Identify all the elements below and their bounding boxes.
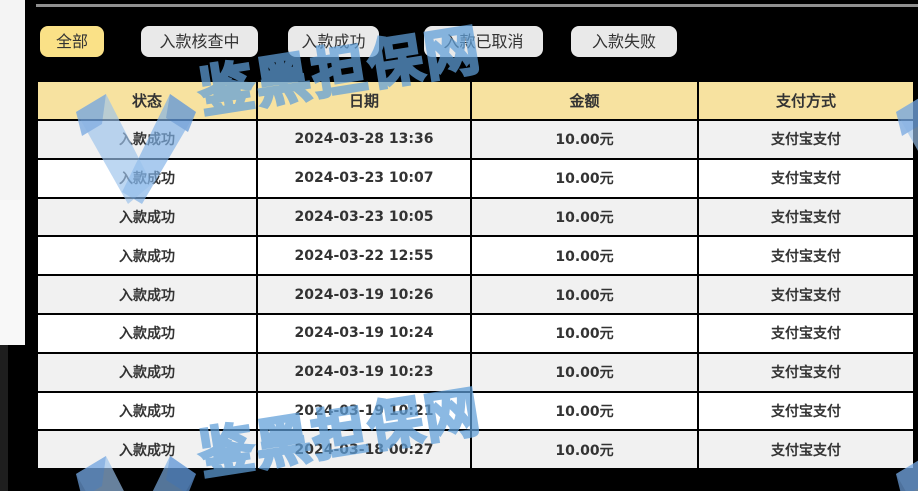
tab-success[interactable]: 入款成功 [288, 26, 379, 57]
cell-method: 支付宝支付 [697, 429, 915, 471]
cell-date: 2024-03-23 10:07 [256, 157, 472, 199]
cell-amount: 10.00元 [470, 196, 699, 238]
cell-status: 入款成功 [36, 235, 258, 277]
tab-all[interactable]: 全部 [40, 26, 104, 57]
background-window-edge [0, 0, 25, 345]
cell-method: 支付宝支付 [697, 235, 915, 277]
table-row: 入款成功 2024-03-19 10:21 10.00元 支付宝支付 [36, 390, 915, 432]
cell-date: 2024-03-19 10:24 [256, 312, 472, 354]
cell-method: 支付宝支付 [697, 390, 915, 432]
cell-date: 2024-03-23 10:05 [256, 196, 472, 238]
table-row: 入款成功 2024-03-23 10:05 10.00元 支付宝支付 [36, 196, 915, 238]
column-header: 金额 [470, 80, 699, 121]
table-row: 入款成功 2024-03-28 13:36 10.00元 支付宝支付 [36, 119, 915, 160]
table-header: 状态 日期 金额 支付方式 [36, 80, 915, 121]
cell-date: 2024-03-19 10:23 [256, 351, 472, 393]
background-left-sliver [0, 345, 8, 491]
cell-method: 支付宝支付 [697, 274, 915, 315]
table-row: 入款成功 2024-03-18 00:27 10.00元 支付宝支付 [36, 429, 915, 471]
tab-failed[interactable]: 入款失败 [571, 26, 677, 57]
top-divider-line [36, 4, 918, 7]
cell-date: 2024-03-19 10:26 [256, 274, 472, 315]
cell-method: 支付宝支付 [697, 351, 915, 393]
cell-status: 入款成功 [36, 157, 258, 199]
cell-status: 入款成功 [36, 312, 258, 354]
background-window-edge-lower [0, 200, 25, 345]
cell-method: 支付宝支付 [697, 157, 915, 199]
cell-amount: 10.00元 [470, 274, 699, 315]
cell-status: 入款成功 [36, 390, 258, 432]
column-header: 状态 [36, 80, 258, 121]
cell-date: 2024-03-18 00:27 [256, 429, 472, 471]
cell-status: 入款成功 [36, 196, 258, 238]
cell-method: 支付宝支付 [697, 312, 915, 354]
table-row: 入款成功 2024-03-23 10:07 10.00元 支付宝支付 [36, 157, 915, 199]
table-row: 入款成功 2024-03-19 10:26 10.00元 支付宝支付 [36, 274, 915, 315]
filter-tabs: 全部 入款核查中 入款成功 入款已取消 入款失败 [36, 26, 677, 57]
table-row: 入款成功 2024-03-19 10:23 10.00元 支付宝支付 [36, 351, 915, 393]
column-header: 支付方式 [697, 80, 915, 121]
table-row: 入款成功 2024-03-19 10:24 10.00元 支付宝支付 [36, 312, 915, 354]
cell-method: 支付宝支付 [697, 196, 915, 238]
cell-amount: 10.00元 [470, 235, 699, 277]
cell-date: 2024-03-22 12:55 [256, 235, 472, 277]
cell-date: 2024-03-28 13:36 [256, 119, 472, 160]
cell-amount: 10.00元 [470, 429, 699, 471]
cell-amount: 10.00元 [470, 312, 699, 354]
cell-amount: 10.00元 [470, 119, 699, 160]
cell-status: 入款成功 [36, 429, 258, 471]
payment-records-table: 状态 日期 金额 支付方式 入款成功 2024-03-28 13:36 10.00元 支付宝… [36, 80, 915, 471]
column-header: 日期 [256, 80, 472, 121]
cell-method: 支付宝支付 [697, 119, 915, 160]
cell-amount: 10.00元 [470, 157, 699, 199]
table-body: 入款成功 2024-03-28 13:36 10.00元 支付宝支付 入款成功 2024-… [36, 119, 915, 471]
cell-amount: 10.00元 [470, 351, 699, 393]
cell-amount: 10.00元 [470, 390, 699, 432]
table-header-row: 状态 日期 金额 支付方式 [36, 80, 915, 121]
cell-status: 入款成功 [36, 274, 258, 315]
tab-checking[interactable]: 入款核查中 [141, 26, 258, 57]
cell-status: 入款成功 [36, 119, 258, 160]
cell-status: 入款成功 [36, 351, 258, 393]
table-row: 入款成功 2024-03-22 12:55 10.00元 支付宝支付 [36, 235, 915, 277]
tab-cancelled[interactable]: 入款已取消 [424, 26, 543, 57]
cell-date: 2024-03-19 10:21 [256, 390, 472, 432]
